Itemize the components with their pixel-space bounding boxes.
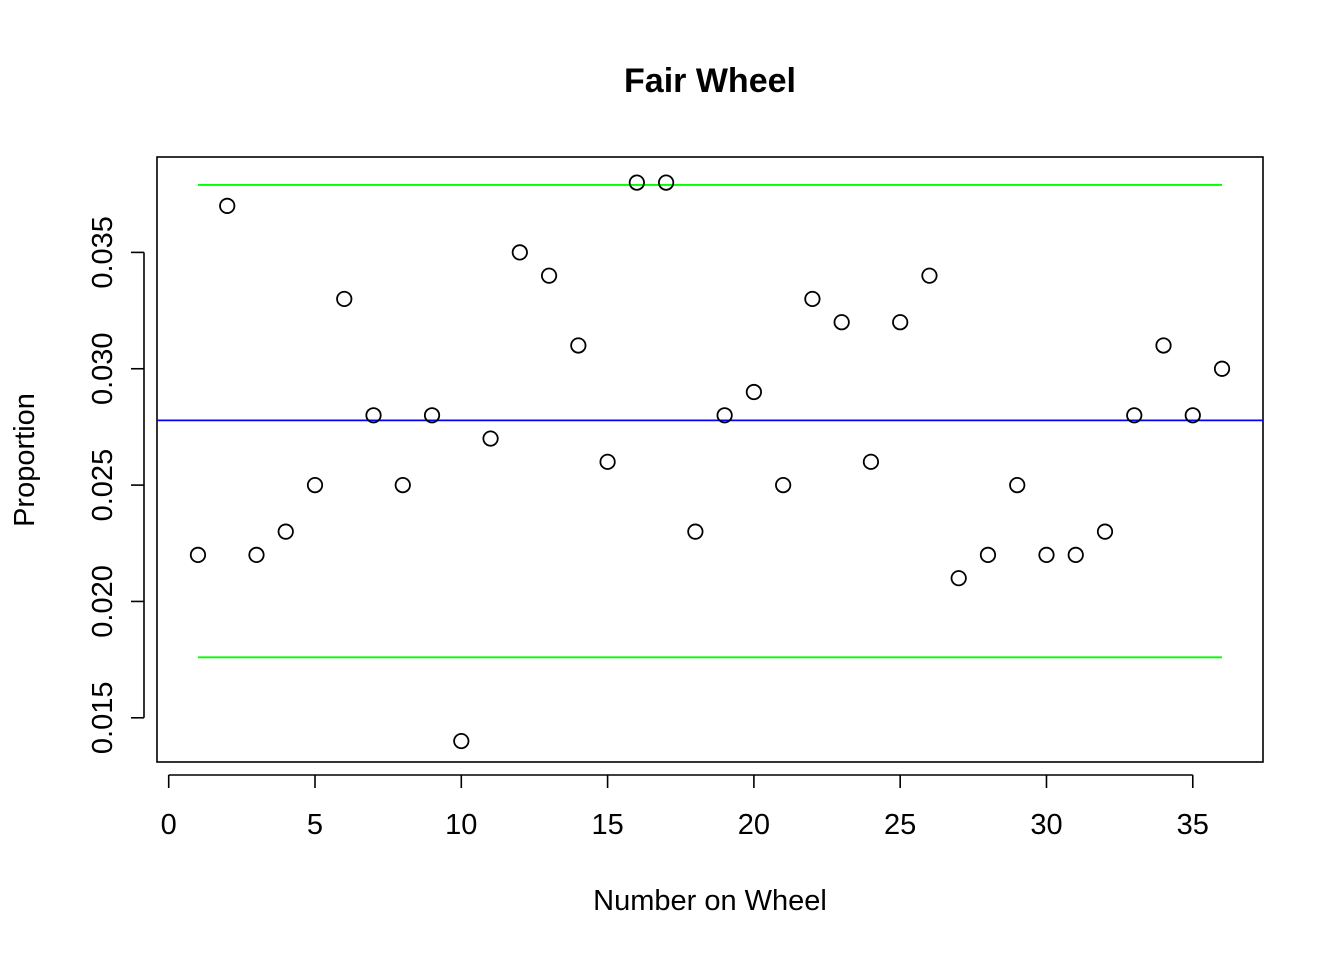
y-tick-label: 0.020 [87, 565, 119, 638]
data-point [1126, 407, 1143, 424]
data-point [1009, 476, 1026, 494]
data-point [1038, 546, 1055, 564]
data-point [1067, 546, 1084, 564]
x-axis: 0 5 10 15 20 25 30 35 [161, 774, 1209, 841]
data-point [394, 476, 411, 494]
y-tick-label: 0.030 [87, 332, 119, 405]
data-point [482, 430, 499, 447]
data-point [833, 314, 850, 331]
data-point [219, 197, 236, 214]
x-tick-label: 0 [161, 809, 177, 841]
x-tick-label: 5 [307, 809, 323, 841]
data-point [775, 476, 792, 494]
y-axis-title: Proportion [9, 393, 41, 527]
data-point [570, 337, 587, 354]
data-point [979, 546, 997, 564]
x-tick-label: 30 [1030, 809, 1062, 841]
data-point [1096, 523, 1114, 540]
data-point [1155, 337, 1172, 354]
data-point [189, 546, 207, 564]
data-point [277, 523, 294, 540]
data-point [599, 453, 616, 470]
reference-lines [157, 184, 1263, 659]
data-point [862, 453, 880, 470]
data-point [745, 383, 762, 401]
data-point [453, 732, 470, 750]
y-tick-label: 0.015 [87, 681, 119, 754]
data-point [1213, 360, 1231, 377]
data-point [658, 174, 675, 191]
data-point [892, 314, 909, 331]
data-point [804, 290, 821, 308]
data-point [511, 244, 528, 261]
data-point [540, 267, 558, 284]
data-point [921, 267, 938, 284]
data-point [628, 174, 645, 191]
data-point [306, 476, 324, 494]
x-tick-label: 35 [1177, 809, 1209, 841]
data-point [248, 546, 265, 564]
x-tick-label: 25 [884, 809, 916, 841]
chart-title: Fair Wheel [624, 62, 796, 100]
x-tick-label: 15 [591, 809, 623, 841]
data-point [423, 407, 441, 424]
data-point [365, 407, 382, 424]
data-point [1184, 407, 1201, 424]
data-point [687, 523, 704, 540]
y-tick-label: 0.035 [87, 216, 119, 289]
y-tick-label: 0.025 [87, 449, 119, 522]
x-axis-title: Number on Wheel [593, 885, 827, 917]
x-tick-label: 20 [738, 809, 770, 841]
data-point [716, 407, 733, 424]
data-points [189, 174, 1231, 750]
data-point [336, 290, 353, 308]
x-tick-label: 10 [445, 809, 477, 841]
plot-frame [156, 156, 1264, 763]
data-point [950, 570, 967, 587]
y-axis: 0.015 0.020 0.025 0.030 0.035 [87, 216, 145, 754]
